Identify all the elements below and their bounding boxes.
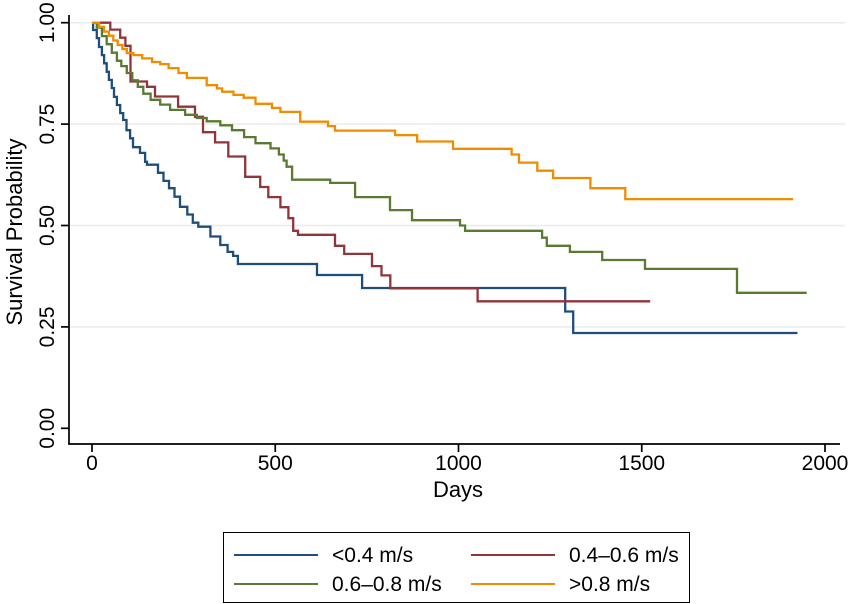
x-tick-label: 1000 xyxy=(435,452,482,475)
x-tick-label: 2000 xyxy=(802,452,849,475)
survival-curve-4 xyxy=(92,21,794,201)
legend: <0.4 m/s 0.4–0.6 m/s 0.6–0.8 m/s >0.8 m/… xyxy=(223,532,690,603)
legend-line-swatch xyxy=(471,583,555,585)
y-tick-label: 0.75 xyxy=(36,104,59,145)
legend-item-lt04: <0.4 m/s xyxy=(234,545,471,566)
survival-curve-1 xyxy=(91,21,798,335)
legend-label: <0.4 m/s xyxy=(332,543,414,567)
x-tick-label: 0 xyxy=(86,452,98,475)
y-axis-title: Survival Probability xyxy=(2,138,27,326)
legend-line-swatch xyxy=(471,554,555,556)
legend-line-swatch xyxy=(234,583,318,585)
survival-curve-3 xyxy=(92,21,807,294)
legend-item-gt08: >0.8 m/s xyxy=(471,574,689,595)
x-tick-label: 1500 xyxy=(618,452,665,475)
legend-label: 0.6–0.8 m/s xyxy=(332,572,442,596)
legend-line-swatch xyxy=(234,554,318,556)
legend-item-04-06: 0.4–0.6 m/s xyxy=(471,545,689,566)
y-tick-label: 1.00 xyxy=(36,2,59,43)
y-tick-label: 0.25 xyxy=(36,306,59,347)
y-tick-label: 0.00 xyxy=(36,408,59,449)
x-tick-label: 500 xyxy=(258,452,293,475)
survival-curve-2 xyxy=(92,21,651,303)
legend-label: 0.4–0.6 m/s xyxy=(569,543,679,567)
legend-item-06-08: 0.6–0.8 m/s xyxy=(234,574,471,595)
x-axis-title: Days xyxy=(432,477,484,502)
y-tick-label: 0.50 xyxy=(36,205,59,246)
legend-label: >0.8 m/s xyxy=(569,572,651,596)
